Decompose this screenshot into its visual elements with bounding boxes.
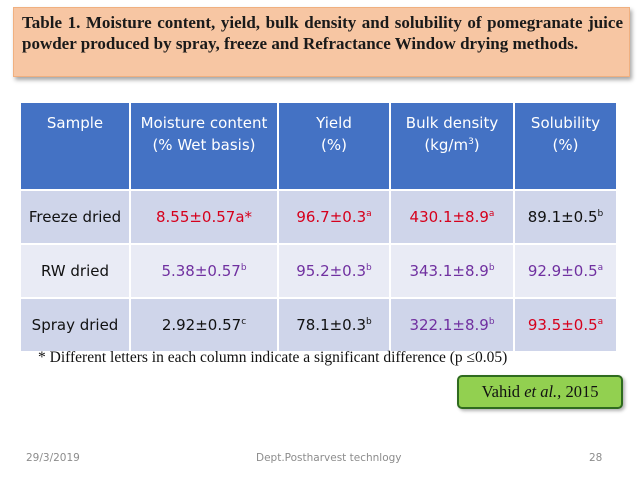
header-sample: Sample: [21, 103, 131, 190]
table-row: Spray dried 2.92±0.57c 78.1±0.3b 322.1±8…: [21, 297, 616, 351]
footer-department: Dept.Postharvest technlogy: [256, 452, 402, 464]
footer-date: 29/3/2019: [26, 452, 80, 464]
cell-bulk-density: 343.1±8.9b: [390, 243, 515, 298]
cell-yield: 78.1±0.3b: [278, 297, 391, 351]
table-title: Table 1. Moisture content, yield, bulk d…: [13, 7, 630, 77]
header-bulk-density: Bulk density (kg/m3): [390, 103, 515, 190]
cell-yield: 95.2±0.3b: [278, 243, 391, 298]
cell-solubility: 93.5±0.5a: [514, 297, 616, 351]
table-row: Freeze dried 8.55±0.57a* 96.7±0.3a 430.1…: [21, 189, 616, 244]
cell-sample: Spray dried: [21, 297, 131, 351]
cell-solubility: 92.9±0.5a: [514, 243, 616, 298]
cell-bulk-density: 430.1±8.9a: [390, 189, 515, 244]
significance-note: * Different letters in each column indic…: [38, 349, 508, 366]
results-table: Sample Moisture content (% Wet basis) Yie…: [21, 103, 616, 351]
cell-moisture: 2.92±0.57c: [130, 297, 279, 351]
header-solubility: Solubility (%): [514, 103, 616, 190]
header-yield: Yield (%): [278, 103, 391, 190]
cell-bulk-density: 322.1±8.9b: [390, 297, 515, 351]
table-header-row: Sample Moisture content (% Wet basis) Yie…: [21, 103, 616, 190]
cell-sample: RW dried: [21, 243, 131, 298]
citation-box: Vahid et al., 2015: [457, 375, 623, 409]
cell-sample: Freeze dried: [21, 189, 131, 244]
cell-moisture: 5.38±0.57b: [130, 243, 279, 298]
table-row: RW dried 5.38±0.57b 95.2±0.3b 343.1±8.9b…: [21, 243, 616, 298]
footer-page-number: 28: [589, 452, 603, 464]
header-moisture: Moisture content (% Wet basis): [130, 103, 279, 190]
cell-solubility: 89.1±0.5b: [514, 189, 616, 244]
cell-moisture: 8.55±0.57a*: [130, 189, 279, 244]
cell-yield: 96.7±0.3a: [278, 189, 391, 244]
